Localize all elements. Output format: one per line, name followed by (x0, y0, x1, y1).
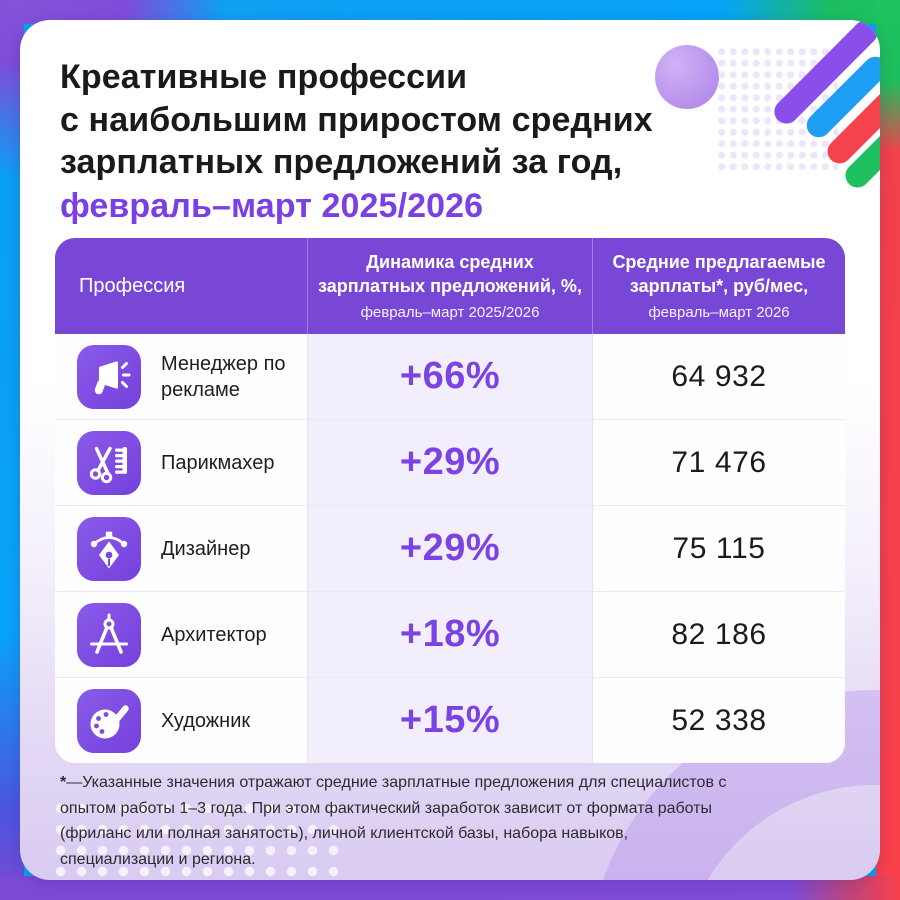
column-header-salary: Средние предлагаемые зарплаты*, руб/мес,… (592, 238, 845, 334)
growth-value: +29% (399, 441, 501, 483)
page-title: Креативные профессии с наибольшим прирос… (60, 58, 653, 181)
footnote-text: —Указанные значения отражают средние зар… (60, 774, 727, 868)
growth-cell: +29% (307, 420, 592, 505)
growth-value: +29% (399, 527, 501, 569)
salary-value: 71 476 (671, 445, 767, 479)
profession-cell: Художник (55, 678, 307, 763)
salary-table: Профессия Динамика средних зарплатных пр… (55, 238, 845, 763)
column-header-growth-label: Динамика средних зарплатных предложений,… (318, 252, 582, 296)
growth-value: +18% (399, 613, 501, 655)
profession-icon-badge (77, 602, 141, 667)
column-header-growth-period: февраль–март 2025/2026 (360, 303, 540, 321)
growth-cell: +18% (307, 592, 592, 677)
salary-value: 64 932 (671, 359, 767, 393)
table-row: Архитектор +18% 82 186 (55, 591, 845, 677)
profession-label: Парикмахер (161, 451, 275, 474)
salary-value: 52 338 (671, 703, 767, 737)
profession-label: Архитектор (161, 623, 267, 646)
growth-cell: +29% (307, 506, 592, 591)
megaphone-icon (94, 360, 131, 394)
profession-cell: Дизайнер (55, 506, 307, 591)
table-rows: Менеджер по рекламе +66% 64 932 Парикмах… (55, 334, 845, 763)
infographic-card: Креативные профессии с наибольшим прирос… (20, 20, 880, 880)
growth-cell: +15% (307, 678, 592, 763)
profession-cell: Архитектор (55, 592, 307, 677)
table-header: Профессия Динамика средних зарплатных пр… (55, 238, 845, 334)
growth-value: +66% (399, 355, 501, 397)
growth-cell: +66% (307, 334, 592, 419)
palette-icon (90, 704, 129, 738)
table-row: Парикмахер +29% 71 476 (55, 419, 845, 505)
scissors-comb-icon (89, 446, 127, 483)
profession-label: Дизайнер (161, 537, 251, 560)
pen-tool-icon (90, 531, 128, 568)
footnote: *—Указанные значения отражают средние за… (60, 770, 744, 872)
column-header-profession: Профессия (79, 274, 186, 297)
profession-label: Менеджер по рекламе (161, 352, 286, 401)
column-header-salary-period: февраль–март 2026 (648, 303, 790, 321)
compass-icon (90, 613, 128, 654)
purple-circle-decoration (655, 45, 719, 109)
column-header-growth: Динамика средних зарплатных предложений,… (307, 238, 592, 334)
salary-cell: 64 932 (592, 334, 845, 419)
frame-right-stripe (876, 0, 900, 900)
dot-grid-bottom-left (50, 798, 342, 880)
profession-icon-badge (77, 516, 141, 581)
salary-cell: 71 476 (592, 420, 845, 505)
footnote-asterisk: * (60, 774, 67, 791)
frame-bottom-stripe (0, 876, 900, 900)
profession-cell: Парикмахер (55, 420, 307, 505)
salary-value: 82 186 (671, 617, 767, 651)
growth-value: +15% (399, 699, 501, 741)
table-row: Менеджер по рекламе +66% 64 932 (55, 334, 845, 419)
table-row: Дизайнер +29% 75 115 (55, 505, 845, 591)
profession-icon-badge (77, 344, 141, 409)
table-row: Художник +15% 52 338 (55, 677, 845, 763)
column-header-salary-label: Средние предлагаемые зарплаты*, руб/мес, (612, 252, 826, 296)
salary-cell: 52 338 (592, 678, 845, 763)
page-title-period: февраль–март 2025/2026 (60, 187, 484, 225)
salary-cell: 82 186 (592, 592, 845, 677)
salary-value: 75 115 (672, 531, 766, 565)
profession-icon-badge (77, 430, 141, 495)
profession-cell: Менеджер по рекламе (55, 334, 307, 419)
salary-cell: 75 115 (592, 506, 845, 591)
profession-icon-badge (77, 688, 141, 753)
profession-label: Художник (161, 709, 251, 732)
